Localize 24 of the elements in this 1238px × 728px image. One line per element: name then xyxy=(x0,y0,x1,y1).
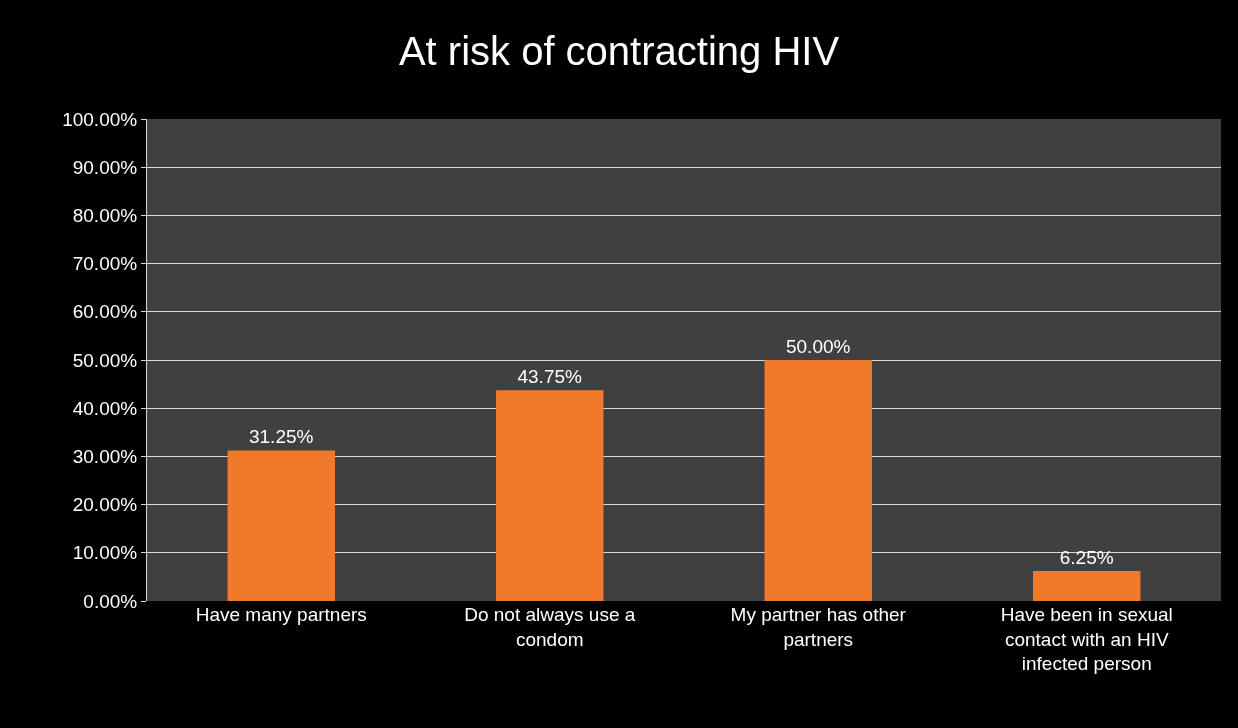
y-tick-label: 0.00% xyxy=(83,590,138,612)
y-tick-label: 10.00% xyxy=(72,542,138,564)
bar xyxy=(1033,570,1141,601)
chart-title: At risk of contracting HIV xyxy=(398,28,840,73)
y-tick-label: 90.00% xyxy=(72,156,138,178)
bar xyxy=(764,360,872,601)
y-tick-label: 60.00% xyxy=(72,301,138,323)
y-tick-label: 20.00% xyxy=(72,494,138,516)
x-tick-label: My partner has other partners xyxy=(730,604,907,650)
y-tick-label: 50.00% xyxy=(72,349,138,371)
y-tick-label: 30.00% xyxy=(72,446,138,468)
y-tick-label: 100.00% xyxy=(62,108,138,130)
data-label: 43.75% xyxy=(517,366,583,388)
data-label: 6.25% xyxy=(1059,546,1114,568)
bar xyxy=(496,390,604,601)
x-tick-label: Do not always use a condom xyxy=(464,604,636,650)
y-tick-label: 80.00% xyxy=(72,205,138,227)
bar xyxy=(227,450,335,601)
data-label: 31.25% xyxy=(248,426,314,448)
x-tick-label: Have many partners xyxy=(195,604,367,625)
x-tick-label: Have been in sexual contact with an HIV infected person xyxy=(1000,604,1173,675)
data-label: 50.00% xyxy=(785,336,851,357)
y-tick-label: 70.00% xyxy=(72,253,138,275)
y-tick-label: 40.00% xyxy=(72,397,138,419)
